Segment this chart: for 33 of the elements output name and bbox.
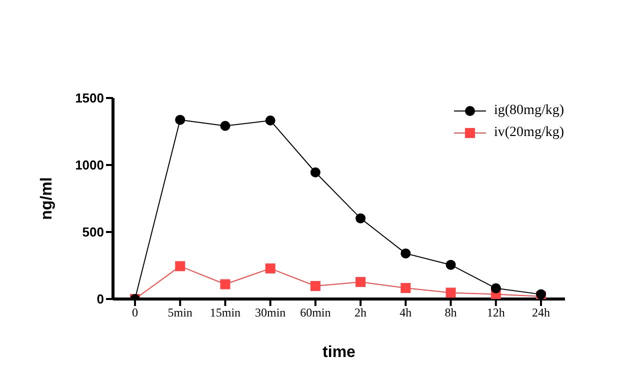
x-tick-label: 12h <box>486 306 505 320</box>
x-tick-label: 2h <box>354 306 367 320</box>
x-tick-label: 60min <box>300 306 331 320</box>
point <box>446 288 456 298</box>
x-tick-label: 24h <box>532 306 550 320</box>
point <box>400 283 411 294</box>
point <box>490 283 501 294</box>
y-axis-title: ng/ml <box>38 177 56 220</box>
x-tick-label: 8h <box>444 306 457 320</box>
point <box>310 167 320 178</box>
x-tick-label: 5min <box>168 306 192 320</box>
point <box>356 276 366 287</box>
x-tick-label: 4h <box>400 306 412 320</box>
legend-label: ig(80mg/kg) <box>494 103 564 119</box>
y-tick-label: 1500 <box>75 90 104 106</box>
point <box>175 114 186 125</box>
legend-label: iv(20mg/kg) <box>494 125 564 141</box>
point <box>220 120 230 131</box>
point <box>265 263 276 274</box>
point <box>265 116 276 126</box>
y-tick-label: 500 <box>82 224 104 240</box>
x-tick-label: 30min <box>254 306 286 320</box>
point <box>220 279 230 290</box>
point <box>356 213 366 224</box>
point <box>310 281 320 291</box>
point <box>175 261 186 272</box>
x-axis-title: time <box>322 344 356 361</box>
x-tick-label: 15min <box>210 306 241 320</box>
y-tick-label: 1000 <box>75 158 104 173</box>
y-tick-label: 0 <box>96 292 104 307</box>
point <box>446 260 456 270</box>
point <box>400 248 411 258</box>
x-tick-label: 0 <box>132 306 138 320</box>
